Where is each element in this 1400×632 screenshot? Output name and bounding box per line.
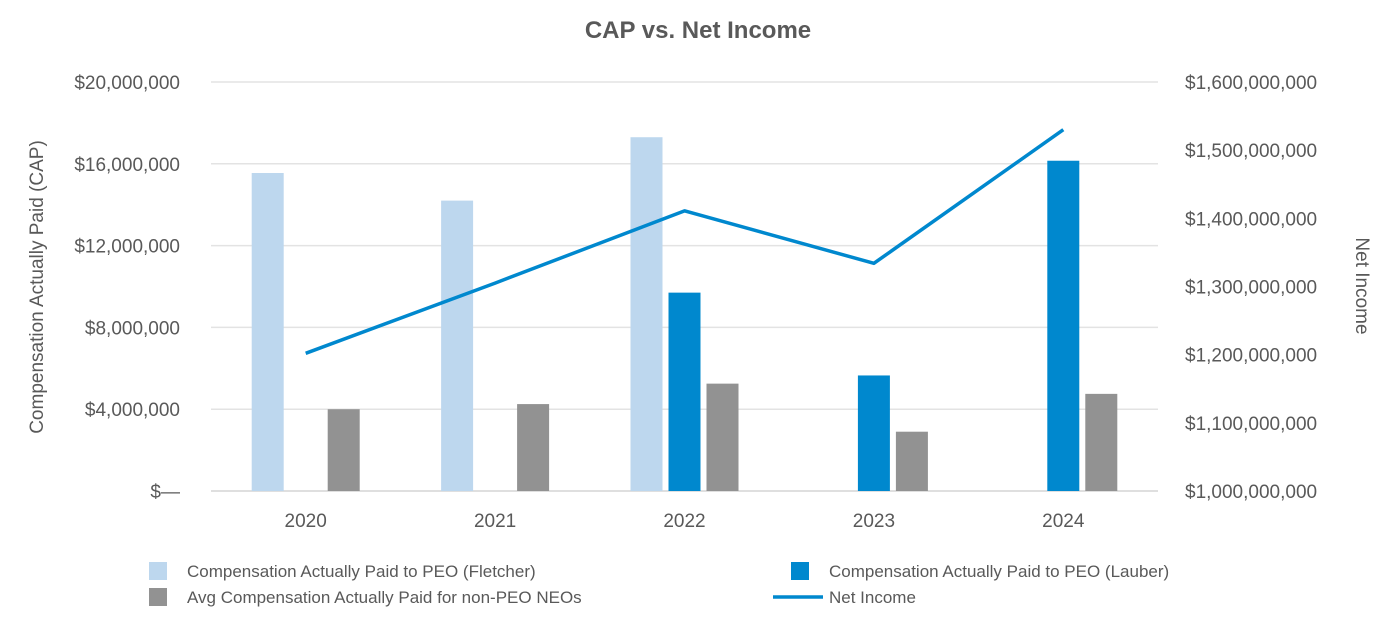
right-axis-tick-labels: $1,000,000,000 $1,100,000,000 $1,200,000,0…: [1185, 73, 1317, 503]
legend-label: Net Income: [829, 588, 916, 607]
right-axis-title: Net Income: [1351, 237, 1372, 334]
x-tick-label: 2024: [1042, 511, 1085, 532]
left-tick-label: $20,000,000: [74, 73, 180, 94]
legend: Compensation Actually Paid to PEO (Fletc…: [149, 562, 1169, 607]
x-tick-label: 2022: [663, 511, 705, 532]
left-tick-label: $—: [150, 482, 180, 503]
left-tick-label: $8,000,000: [85, 318, 180, 339]
bar-avg-compensation-actually-paid-for-non-peo-neos-2024: [1085, 393, 1118, 491]
bar-marks: [251, 137, 1118, 492]
legend-swatch: [791, 562, 809, 580]
x-tick-label: 2023: [853, 511, 895, 532]
left-tick-label: $16,000,000: [74, 155, 180, 176]
right-tick-label: $1,400,000,000: [1185, 209, 1317, 230]
legend-label: Avg Compensation Actually Paid for non-P…: [187, 588, 582, 607]
net-income-line-layer: [305, 128, 1065, 355]
right-tick-label: $1,500,000,000: [1185, 141, 1317, 162]
bar-avg-compensation-actually-paid-for-non-peo-neos-2021: [517, 404, 550, 491]
legend-swatch: [149, 588, 167, 606]
left-axis-tick-labels: $— $4,000,000 $8,000,000 $12,000,000 $16,000…: [74, 73, 180, 503]
legend-label: Compensation Actually Paid to PEO (Laube…: [829, 562, 1169, 581]
bar-avg-compensation-actually-paid-for-non-peo-neos-2023: [895, 431, 928, 491]
right-tick-label: $1,300,000,000: [1185, 278, 1317, 299]
bar-compensation-actually-paid-to-peo-lauber--2024: [1047, 160, 1080, 492]
bar-compensation-actually-paid-to-peo-fletcher--2021: [441, 200, 474, 492]
chart-title: CAP vs. Net Income: [585, 17, 811, 44]
left-tick-label: $12,000,000: [74, 237, 180, 258]
bar-avg-compensation-actually-paid-for-non-peo-neos-2022: [706, 383, 739, 491]
left-tick-label: $4,000,000: [85, 400, 180, 421]
x-tick-label: 2021: [474, 511, 516, 532]
left-axis-title: Compensation Actually Paid (CAP): [27, 140, 48, 434]
legend-label: Compensation Actually Paid to PEO (Fletc…: [187, 562, 536, 581]
right-tick-label: $1,000,000,000: [1185, 482, 1317, 503]
right-tick-label: $1,600,000,000: [1185, 73, 1317, 94]
bar-compensation-actually-paid-to-peo-fletcher--2022: [630, 137, 663, 491]
right-tick-label: $1,100,000,000: [1185, 414, 1317, 435]
bar-avg-compensation-actually-paid-for-non-peo-neos-2020: [327, 409, 360, 491]
bar-compensation-actually-paid-to-peo-fletcher--2020: [251, 173, 284, 491]
right-tick-label: $1,200,000,000: [1185, 346, 1317, 367]
x-tick-label: 2020: [285, 511, 327, 532]
bar-compensation-actually-paid-to-peo-lauber--2023: [857, 375, 890, 491]
legend-swatch: [149, 562, 167, 580]
x-axis-tick-labels: 2020 2021 2022 2023 2024: [285, 511, 1085, 532]
bar-compensation-actually-paid-to-peo-lauber--2022: [668, 292, 701, 491]
